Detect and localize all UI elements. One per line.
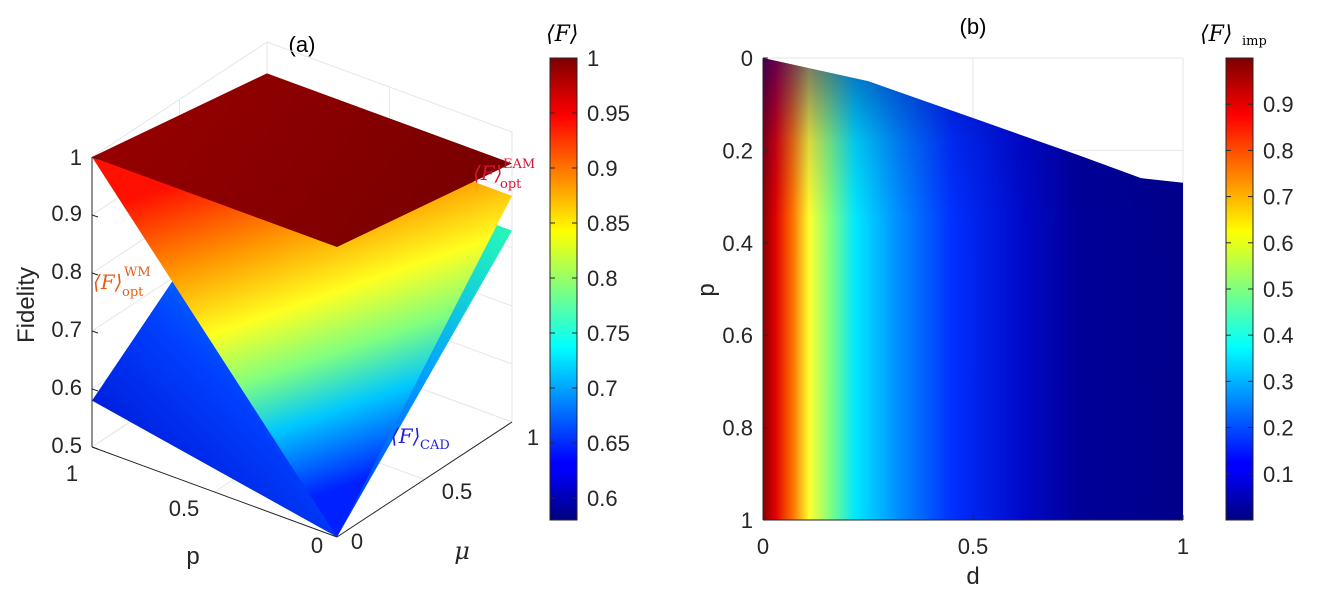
z-tick-label: 1 bbox=[70, 145, 82, 170]
colorbar-tick-label: 0.7 bbox=[1263, 185, 1294, 210]
z-tick-mark bbox=[91, 388, 99, 392]
label-wm-sup: WM bbox=[124, 265, 151, 280]
p-axis-line bbox=[91, 446, 338, 538]
z-tick-label: 0.8 bbox=[51, 259, 82, 284]
panel-b-x-ticks: 0 0.5 1 bbox=[757, 515, 1189, 559]
panel-a-mu-axis-label: μ bbox=[454, 537, 470, 565]
y-tick-label: 0.6 bbox=[722, 323, 753, 348]
label-wm-main: ⟨F⟩ bbox=[93, 270, 122, 294]
y-tick-label: 0.4 bbox=[722, 231, 753, 256]
label-eam-sub: opt bbox=[500, 177, 522, 192]
label-wm-sub: opt bbox=[122, 285, 144, 300]
y-tick-label: 0 bbox=[741, 46, 753, 71]
label-eam-sup: EAM bbox=[503, 157, 535, 172]
colorbar-tick-label: 0.6 bbox=[587, 486, 618, 511]
panel-a-axes bbox=[91, 156, 513, 538]
surface-wm bbox=[92, 105, 512, 538]
colorbar-b-ticks: 0.1 0.2 0.3 0.4 0.5 0.6 0.7 0.8 0.9 bbox=[1226, 92, 1294, 487]
colorbar-tick-label: 0.2 bbox=[1263, 416, 1294, 441]
colorbar-tick-label: 0.65 bbox=[587, 431, 630, 456]
panel-b-y-ticks: 0 0.2 0.4 0.6 0.8 1 bbox=[722, 46, 768, 533]
label-eam-main: ⟨F⟩ bbox=[473, 161, 502, 185]
y-tick-label: 0.2 bbox=[722, 138, 753, 163]
p-tick-label: 0.5 bbox=[169, 496, 200, 521]
panel-b-title: (b) bbox=[960, 14, 987, 39]
colorbar-tick-label: 0.9 bbox=[587, 156, 618, 181]
z-tick-label: 0.5 bbox=[51, 433, 82, 458]
mu-tick-label: 1 bbox=[527, 425, 539, 450]
colorbar-tick-label: 0.75 bbox=[587, 321, 630, 346]
y-tick-label: 1 bbox=[741, 508, 753, 533]
panel-a-surfaces bbox=[92, 73, 512, 538]
colorbar-a-ticks: 0.6 0.65 0.7 0.75 0.8 0.85 0.9 0.95 1 bbox=[550, 46, 630, 511]
colorbar-tick-label: 0.3 bbox=[1263, 369, 1294, 394]
colorbar-tick-label: 1 bbox=[587, 46, 599, 71]
y-tick-label: 0.8 bbox=[722, 416, 753, 441]
label-cad: ⟨F⟩ CAD bbox=[391, 424, 450, 453]
label-wm: ⟨F⟩ opt WM bbox=[93, 265, 151, 300]
label-eam: ⟨F⟩ opt EAM bbox=[473, 157, 535, 192]
colorbar-tick-label: 0.85 bbox=[587, 211, 630, 236]
colorbar-tick-label: 0.9 bbox=[1263, 92, 1294, 117]
panel-b-colorbar: 0.1 0.2 0.3 0.4 0.5 0.6 0.7 0.8 0.9 ⟨F⟩ imp bbox=[1200, 22, 1294, 521]
colorbar-tick-label: 0.7 bbox=[587, 376, 618, 401]
z-tick-mark bbox=[91, 330, 99, 334]
colorbar-b-label-sub: imp bbox=[1242, 34, 1267, 49]
x-tick-label: 0.5 bbox=[958, 534, 989, 559]
panel-a-title: (a) bbox=[289, 32, 316, 57]
z-tick-label: 0.9 bbox=[51, 201, 82, 226]
panel-a-surface-plot: (a) 0.5 0.6 0.7 0.8 0.9 1 1 0.5 0 0 bbox=[13, 22, 630, 570]
z-tick-mark bbox=[91, 446, 99, 450]
panel-a-colorbar: 0.6 0.65 0.7 0.75 0.8 0.85 0.9 0.95 1 ⟨F⟩ bbox=[546, 22, 630, 521]
mu-tick-label: 0 bbox=[351, 529, 363, 554]
label-cad-main: ⟨F⟩ bbox=[391, 424, 420, 448]
colorbar-tick-label: 0.1 bbox=[1263, 462, 1294, 487]
colorbar-a-label: ⟨F⟩ bbox=[546, 22, 578, 47]
p-tick-label: 1 bbox=[66, 461, 78, 486]
colorbar-a-bar bbox=[549, 57, 578, 521]
surface-eam bbox=[92, 73, 512, 247]
label-cad-sub: CAD bbox=[420, 438, 450, 453]
panel-a-z-ticks: 0.5 0.6 0.7 0.8 0.9 1 bbox=[51, 145, 82, 458]
z-tick-label: 0.7 bbox=[51, 317, 82, 342]
z-tick-mark bbox=[91, 214, 99, 218]
panel-a-p-axis-label: p bbox=[186, 543, 199, 570]
mu-axis-line bbox=[336, 421, 513, 538]
z-tick-mark bbox=[91, 272, 99, 276]
colorbar-tick-label: 0.8 bbox=[1263, 138, 1294, 163]
colorbar-b-label-main: ⟨F⟩ bbox=[1200, 22, 1232, 47]
p-tick-label: 0 bbox=[311, 533, 323, 558]
colorbar-tick-label: 0.5 bbox=[1263, 277, 1294, 302]
mu-tick-label: 0.5 bbox=[442, 479, 473, 504]
panel-b-heatmap: (b) 00.20.40.60.81 0 0.5 1 d p 0.10.20.30.… bbox=[693, 14, 1294, 590]
x-tick-label: 0 bbox=[757, 534, 769, 559]
panel-b-x-axis-label: d bbox=[966, 563, 979, 590]
colorbar-tick-label: 0.95 bbox=[587, 101, 630, 126]
z-tick-label: 0.6 bbox=[51, 375, 82, 400]
colorbar-tick-label: 0.4 bbox=[1263, 323, 1294, 348]
z-tick-mark bbox=[91, 156, 99, 160]
panel-a-z-axis-label: Fidelity bbox=[13, 267, 40, 343]
panel-a-p-ticks: 1 0.5 0 bbox=[66, 461, 323, 558]
colorbar-tick-label: 0.8 bbox=[587, 266, 618, 291]
panel-b-y-axis-label: p bbox=[693, 283, 720, 296]
colorbar-tick-label: 0.6 bbox=[1263, 231, 1294, 256]
x-tick-label: 1 bbox=[1177, 534, 1189, 559]
panel-a-mu-ticks: 0 0.5 1 bbox=[351, 425, 539, 554]
